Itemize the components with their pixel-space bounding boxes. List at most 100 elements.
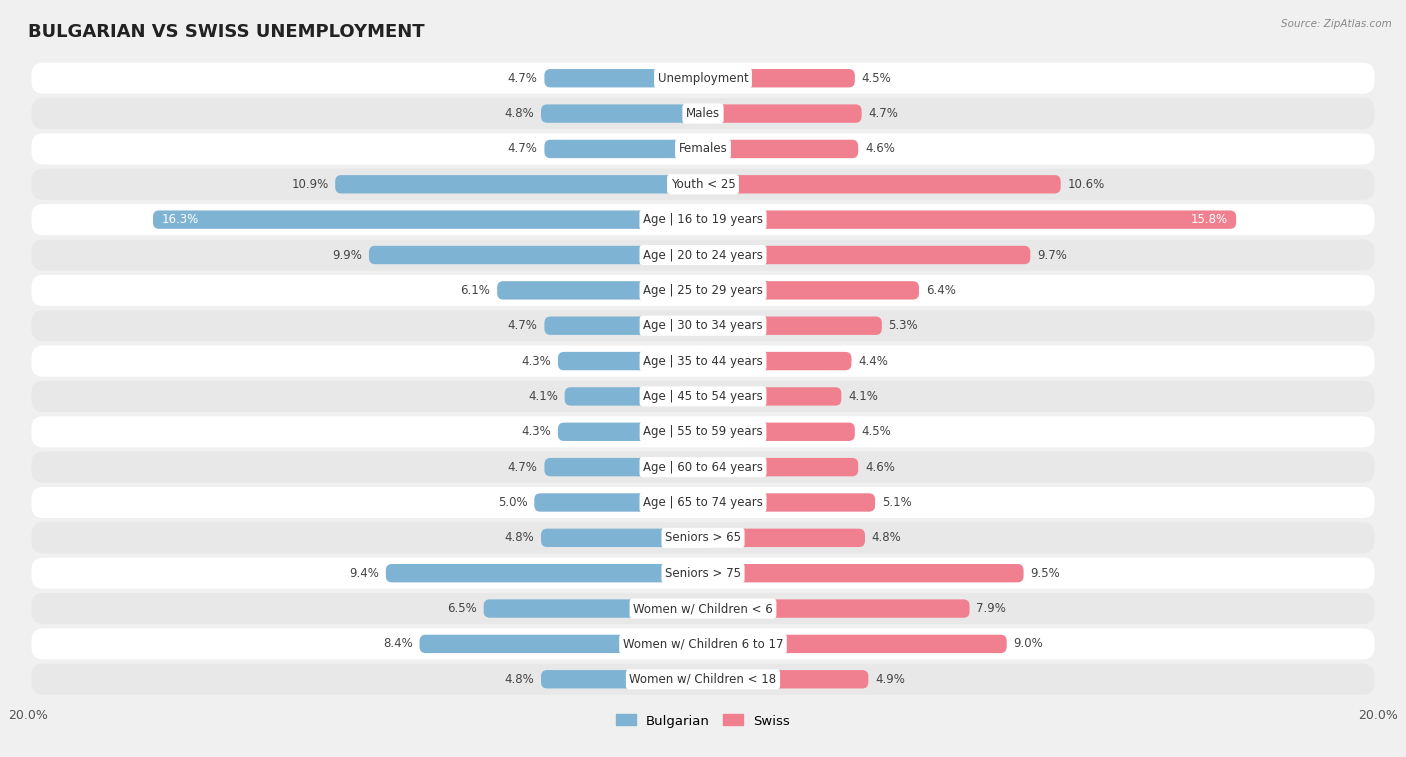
Text: 6.1%: 6.1%: [461, 284, 491, 297]
FancyBboxPatch shape: [31, 628, 1375, 659]
Text: 4.8%: 4.8%: [872, 531, 901, 544]
FancyBboxPatch shape: [703, 600, 970, 618]
FancyBboxPatch shape: [31, 310, 1375, 341]
FancyBboxPatch shape: [419, 634, 703, 653]
FancyBboxPatch shape: [703, 140, 858, 158]
Text: Females: Females: [679, 142, 727, 155]
FancyBboxPatch shape: [703, 634, 1007, 653]
Text: 9.4%: 9.4%: [349, 567, 380, 580]
Text: 4.7%: 4.7%: [508, 461, 537, 474]
FancyBboxPatch shape: [703, 352, 852, 370]
FancyBboxPatch shape: [703, 458, 858, 476]
FancyBboxPatch shape: [31, 63, 1375, 94]
FancyBboxPatch shape: [541, 528, 703, 547]
Text: 9.7%: 9.7%: [1038, 248, 1067, 261]
Text: 15.8%: 15.8%: [1191, 213, 1227, 226]
Text: 4.1%: 4.1%: [529, 390, 558, 403]
Text: Age | 25 to 29 years: Age | 25 to 29 years: [643, 284, 763, 297]
Text: 4.7%: 4.7%: [869, 107, 898, 120]
Text: BULGARIAN VS SWISS UNEMPLOYMENT: BULGARIAN VS SWISS UNEMPLOYMENT: [28, 23, 425, 41]
FancyBboxPatch shape: [544, 140, 703, 158]
Text: Women w/ Children < 18: Women w/ Children < 18: [630, 673, 776, 686]
FancyBboxPatch shape: [31, 487, 1375, 518]
FancyBboxPatch shape: [31, 558, 1375, 589]
Text: Age | 45 to 54 years: Age | 45 to 54 years: [643, 390, 763, 403]
FancyBboxPatch shape: [541, 104, 703, 123]
FancyBboxPatch shape: [544, 69, 703, 87]
Text: 8.4%: 8.4%: [382, 637, 413, 650]
Text: Seniors > 65: Seniors > 65: [665, 531, 741, 544]
Text: Age | 55 to 59 years: Age | 55 to 59 years: [643, 425, 763, 438]
Text: Unemployment: Unemployment: [658, 72, 748, 85]
FancyBboxPatch shape: [703, 69, 855, 87]
FancyBboxPatch shape: [703, 670, 869, 688]
Text: 10.9%: 10.9%: [291, 178, 329, 191]
FancyBboxPatch shape: [703, 210, 1236, 229]
FancyBboxPatch shape: [31, 98, 1375, 129]
FancyBboxPatch shape: [703, 316, 882, 335]
FancyBboxPatch shape: [703, 281, 920, 300]
FancyBboxPatch shape: [498, 281, 703, 300]
Text: Source: ZipAtlas.com: Source: ZipAtlas.com: [1281, 19, 1392, 29]
FancyBboxPatch shape: [31, 416, 1375, 447]
Legend: Bulgarian, Swiss: Bulgarian, Swiss: [610, 709, 796, 733]
FancyBboxPatch shape: [31, 452, 1375, 483]
Text: 5.3%: 5.3%: [889, 319, 918, 332]
FancyBboxPatch shape: [544, 458, 703, 476]
Text: 6.5%: 6.5%: [447, 602, 477, 615]
Text: Seniors > 75: Seniors > 75: [665, 567, 741, 580]
FancyBboxPatch shape: [703, 528, 865, 547]
FancyBboxPatch shape: [31, 275, 1375, 306]
Text: 5.0%: 5.0%: [498, 496, 527, 509]
Text: 4.8%: 4.8%: [505, 531, 534, 544]
FancyBboxPatch shape: [558, 352, 703, 370]
FancyBboxPatch shape: [31, 133, 1375, 164]
Text: 4.5%: 4.5%: [862, 425, 891, 438]
Text: 9.0%: 9.0%: [1014, 637, 1043, 650]
FancyBboxPatch shape: [703, 494, 875, 512]
Text: 4.4%: 4.4%: [858, 354, 889, 368]
Text: 9.9%: 9.9%: [332, 248, 363, 261]
Text: 4.7%: 4.7%: [508, 319, 537, 332]
FancyBboxPatch shape: [153, 210, 703, 229]
FancyBboxPatch shape: [385, 564, 703, 582]
Text: 4.8%: 4.8%: [505, 673, 534, 686]
FancyBboxPatch shape: [31, 169, 1375, 200]
FancyBboxPatch shape: [703, 422, 855, 441]
FancyBboxPatch shape: [703, 246, 1031, 264]
FancyBboxPatch shape: [544, 316, 703, 335]
Text: Women w/ Children 6 to 17: Women w/ Children 6 to 17: [623, 637, 783, 650]
FancyBboxPatch shape: [541, 670, 703, 688]
Text: 4.7%: 4.7%: [508, 142, 537, 155]
Text: 4.3%: 4.3%: [522, 425, 551, 438]
Text: Age | 35 to 44 years: Age | 35 to 44 years: [643, 354, 763, 368]
FancyBboxPatch shape: [534, 494, 703, 512]
Text: Males: Males: [686, 107, 720, 120]
FancyBboxPatch shape: [484, 600, 703, 618]
Text: Age | 20 to 24 years: Age | 20 to 24 years: [643, 248, 763, 261]
Text: 4.5%: 4.5%: [862, 72, 891, 85]
Text: Women w/ Children < 6: Women w/ Children < 6: [633, 602, 773, 615]
Text: 10.6%: 10.6%: [1067, 178, 1105, 191]
Text: 4.8%: 4.8%: [505, 107, 534, 120]
FancyBboxPatch shape: [703, 104, 862, 123]
Text: 4.6%: 4.6%: [865, 142, 894, 155]
Text: Age | 65 to 74 years: Age | 65 to 74 years: [643, 496, 763, 509]
Text: 5.1%: 5.1%: [882, 496, 911, 509]
Text: 9.5%: 9.5%: [1031, 567, 1060, 580]
Text: 4.3%: 4.3%: [522, 354, 551, 368]
Text: 6.4%: 6.4%: [925, 284, 956, 297]
FancyBboxPatch shape: [703, 388, 841, 406]
Text: 4.9%: 4.9%: [875, 673, 905, 686]
FancyBboxPatch shape: [335, 175, 703, 194]
FancyBboxPatch shape: [558, 422, 703, 441]
FancyBboxPatch shape: [368, 246, 703, 264]
FancyBboxPatch shape: [31, 239, 1375, 270]
FancyBboxPatch shape: [703, 175, 1060, 194]
FancyBboxPatch shape: [565, 388, 703, 406]
FancyBboxPatch shape: [703, 564, 1024, 582]
Text: Age | 16 to 19 years: Age | 16 to 19 years: [643, 213, 763, 226]
Text: 7.9%: 7.9%: [976, 602, 1007, 615]
FancyBboxPatch shape: [31, 664, 1375, 695]
Text: Youth < 25: Youth < 25: [671, 178, 735, 191]
